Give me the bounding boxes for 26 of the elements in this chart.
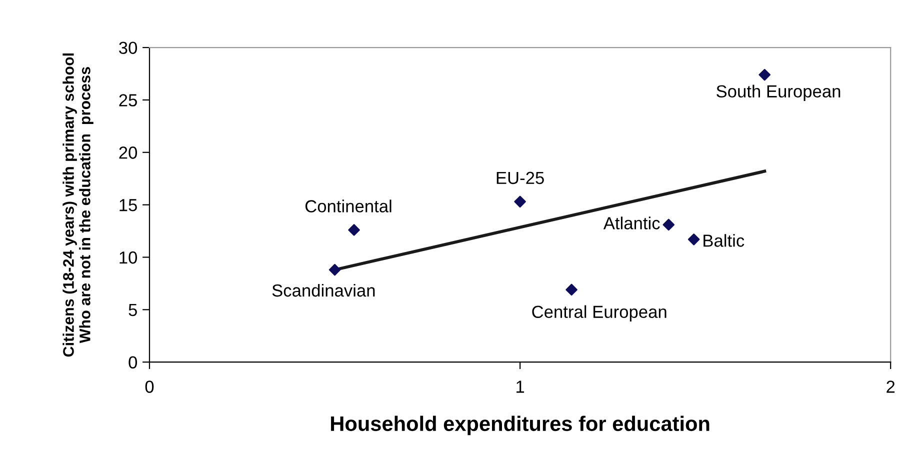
point (514, 196, 526, 208)
x-tick-label: 0 (145, 380, 154, 393)
x-tick-label: 2 (886, 380, 895, 393)
point (328, 264, 341, 276)
annotation: Baltic (704, 234, 744, 247)
y-tick-label: 30 (119, 42, 138, 54)
point (662, 218, 675, 231)
point (688, 234, 700, 246)
annotation: Central European (532, 305, 666, 322)
annotation: South European (716, 84, 840, 101)
point (566, 284, 578, 296)
point (758, 68, 770, 81)
y-tick-label: 10 (120, 251, 138, 264)
x-tick-label: 1 (516, 380, 524, 393)
annotation: Atlantic (603, 216, 660, 230)
annotation: EU-25 (496, 172, 544, 184)
y-tick-label: 5 (128, 304, 137, 316)
annotation: Continental (305, 200, 392, 212)
point (348, 224, 360, 236)
x-axis-title: Household expenditures for education (331, 416, 710, 436)
y-tick-label: 0 (128, 356, 138, 369)
y-tick-label: 25 (119, 94, 137, 106)
y-tick-label: 15 (120, 199, 137, 212)
y-tick-label: 20 (119, 146, 138, 159)
annotation: Scandinavian (272, 284, 375, 297)
y-axis-title: Citizens (18-24 years) with primary school Who are not in the education process (62, 53, 94, 357)
